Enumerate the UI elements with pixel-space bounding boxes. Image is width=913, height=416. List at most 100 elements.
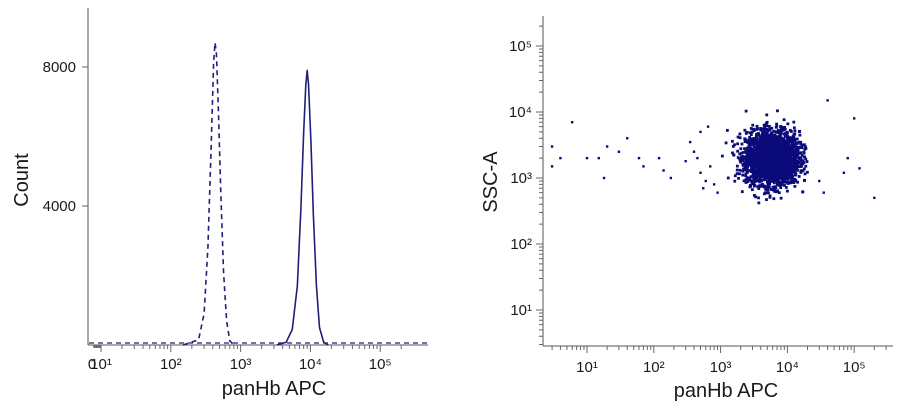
scatter-point bbox=[782, 148, 786, 152]
scatter-point bbox=[786, 148, 789, 152]
scatter-point bbox=[756, 168, 760, 172]
scatter-point bbox=[772, 155, 775, 159]
scatter-point bbox=[751, 139, 755, 143]
scatter-point bbox=[760, 146, 764, 150]
scatter-point bbox=[773, 164, 777, 168]
scatter-point bbox=[755, 156, 758, 159]
scatter-point bbox=[758, 163, 761, 167]
scatter-point bbox=[779, 132, 783, 136]
scatter-point bbox=[775, 150, 779, 154]
scatter-point bbox=[795, 153, 799, 157]
scatter-point bbox=[780, 143, 784, 146]
scatter-point bbox=[802, 167, 806, 171]
scatter-point bbox=[781, 169, 784, 172]
scatter-point bbox=[716, 191, 719, 194]
scatter-point bbox=[570, 121, 574, 124]
scatter-point bbox=[790, 178, 794, 182]
scatter-point bbox=[783, 161, 787, 165]
scatter-point bbox=[763, 160, 767, 164]
scatter-point bbox=[771, 153, 775, 157]
scatter-point bbox=[747, 154, 750, 158]
scatter-y-tick-label: 10¹ bbox=[510, 302, 532, 319]
scatter-point bbox=[780, 165, 784, 169]
scatter-point bbox=[789, 175, 793, 179]
scatter-point bbox=[779, 186, 783, 190]
scatter-point bbox=[739, 160, 743, 164]
scatter-point bbox=[772, 137, 776, 141]
scatter-point bbox=[763, 131, 766, 135]
scatter-point bbox=[774, 143, 778, 146]
scatter-point bbox=[772, 144, 776, 148]
scatter-y-tick-label: 10³ bbox=[510, 170, 532, 187]
scatter-point bbox=[770, 162, 773, 165]
scatter-point bbox=[756, 179, 759, 182]
scatter-point bbox=[731, 151, 734, 155]
scatter-point bbox=[744, 131, 748, 135]
scatter-point bbox=[785, 167, 788, 171]
scatter-point bbox=[781, 144, 785, 148]
scatter-point bbox=[799, 157, 803, 161]
scatter-point bbox=[751, 158, 754, 162]
scatter-point bbox=[778, 170, 782, 174]
scatter-point bbox=[780, 159, 784, 163]
scatter-point bbox=[779, 196, 783, 200]
scatter-point bbox=[788, 163, 791, 167]
scatter-point bbox=[746, 177, 750, 181]
scatter-point bbox=[704, 179, 707, 183]
scatter-point bbox=[759, 128, 763, 132]
scatter-point bbox=[752, 153, 756, 157]
scatter-point bbox=[784, 156, 788, 160]
scatter-point bbox=[706, 125, 710, 128]
scatter-point bbox=[766, 159, 770, 162]
scatter-point bbox=[753, 165, 757, 169]
scatter-point bbox=[756, 140, 760, 144]
scatter-point bbox=[735, 172, 739, 176]
scatter-point bbox=[752, 137, 756, 140]
scatter-point bbox=[791, 148, 794, 151]
scatter-point bbox=[761, 155, 765, 159]
scatter-point bbox=[736, 149, 740, 153]
scatter-point bbox=[772, 181, 776, 185]
scatter-point bbox=[782, 128, 786, 132]
scatter-point bbox=[797, 130, 801, 133]
scatter-point bbox=[796, 145, 800, 149]
scatter-point bbox=[755, 133, 758, 136]
scatter-point bbox=[720, 154, 724, 158]
scatter-point bbox=[777, 154, 781, 157]
scatter-point bbox=[751, 160, 755, 164]
scatter-point bbox=[749, 184, 753, 188]
scatter-point bbox=[777, 174, 780, 178]
scatter-point bbox=[761, 157, 765, 161]
scatter-point bbox=[795, 163, 799, 167]
scatter-point bbox=[761, 137, 765, 141]
scatter-point bbox=[699, 130, 702, 134]
scatter-point bbox=[761, 182, 764, 186]
histogram-x-tick-label: 10² bbox=[160, 356, 182, 373]
histogram-y-axis-title: Count bbox=[11, 153, 33, 207]
scatter-point bbox=[754, 152, 758, 155]
scatter-point bbox=[789, 149, 793, 153]
histogram-x-tick-label: 10³ bbox=[230, 356, 252, 373]
scatter-point bbox=[801, 159, 805, 163]
scatter-point bbox=[790, 167, 794, 170]
scatter-point bbox=[753, 159, 757, 163]
scatter-point bbox=[757, 196, 760, 200]
scatter-point bbox=[662, 169, 665, 172]
scatter-point bbox=[787, 136, 791, 140]
scatter-point bbox=[776, 147, 780, 151]
scatter-point bbox=[760, 154, 764, 158]
scatter-point bbox=[550, 145, 554, 148]
scatter-point bbox=[779, 136, 782, 140]
scatter-point bbox=[731, 144, 735, 148]
scatter-point bbox=[793, 132, 797, 136]
scatter-point bbox=[747, 177, 751, 180]
scatter-point bbox=[750, 164, 753, 168]
scatter-point bbox=[696, 156, 699, 160]
scatter-point bbox=[737, 176, 740, 180]
scatter-point bbox=[758, 135, 762, 139]
scatter-point bbox=[786, 189, 789, 193]
scatter-point bbox=[794, 156, 798, 160]
scatter-point bbox=[800, 145, 804, 149]
scatter-point bbox=[768, 161, 771, 165]
scatter-point bbox=[781, 166, 784, 170]
